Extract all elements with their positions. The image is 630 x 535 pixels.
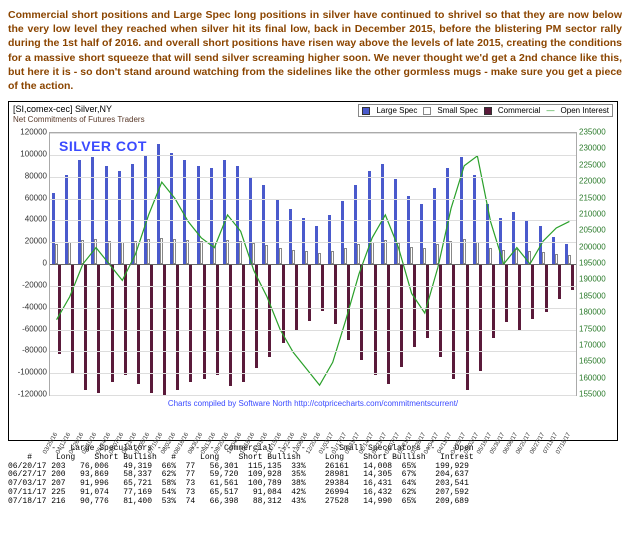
y-right-label: 225000	[579, 160, 615, 169]
legend-swatch-small-spec	[423, 107, 431, 115]
y-left-label: -80000	[11, 346, 47, 355]
y-left-label: -60000	[11, 324, 47, 333]
y-left-label: 40000	[11, 215, 47, 224]
y-right-label: 205000	[579, 226, 615, 235]
legend-swatch-open-interest: —	[547, 106, 555, 115]
chart-title: [SI,comex-cec] Silver,NY	[13, 104, 112, 114]
legend-label-commercial: Commercial	[498, 106, 541, 115]
y-right-label: 190000	[579, 275, 615, 284]
y-right-label: 195000	[579, 259, 615, 268]
y-left-label: -20000	[11, 280, 47, 289]
chart-legend: Large Spec Small Spec Commercial — Open …	[358, 104, 613, 117]
legend-label-open-interest: Open Interest	[561, 106, 609, 115]
cot-chart: [SI,comex-cec] Silver,NY Net Commitments…	[8, 101, 618, 441]
y-right-label: 215000	[579, 193, 615, 202]
y-right-label: 170000	[579, 340, 615, 349]
plot-area	[49, 132, 577, 396]
chart-credit: Charts compiled by Software North http:/…	[9, 399, 617, 408]
y-right-label: 180000	[579, 308, 615, 317]
legend-swatch-commercial	[484, 107, 492, 115]
y-right-label: 235000	[579, 128, 615, 137]
y-left-label: -100000	[11, 368, 47, 377]
y-right-label: 185000	[579, 291, 615, 300]
y-right-label: 155000	[579, 390, 615, 399]
legend-swatch-large-spec	[362, 107, 370, 115]
y-right-label: 160000	[579, 373, 615, 382]
y-right-label: 220000	[579, 177, 615, 186]
legend-label-large-spec: Large Spec	[376, 106, 417, 115]
y-left-label: 80000	[11, 171, 47, 180]
y-left-label: 120000	[11, 128, 47, 137]
y-right-label: 230000	[579, 144, 615, 153]
y-left-label: 60000	[11, 193, 47, 202]
intro-paragraph: Commercial short positions and Large Spe…	[8, 8, 622, 93]
y-right-label: 210000	[579, 209, 615, 218]
y-left-label: -40000	[11, 302, 47, 311]
y-right-label: 175000	[579, 324, 615, 333]
legend-label-small-spec: Small Spec	[437, 106, 477, 115]
y-right-label: 200000	[579, 242, 615, 251]
chart-subtitle: Net Commitments of Futures Traders	[13, 115, 145, 124]
y-left-label: 100000	[11, 149, 47, 158]
y-left-label: -120000	[11, 390, 47, 399]
y-right-label: 165000	[579, 357, 615, 366]
y-left-label: 0	[11, 259, 47, 268]
y-left-label: 20000	[11, 237, 47, 246]
